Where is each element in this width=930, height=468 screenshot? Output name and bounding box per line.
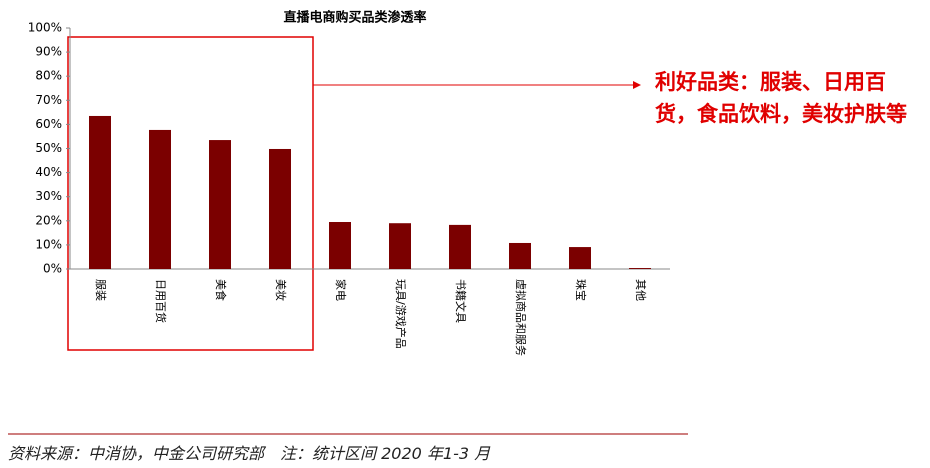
y-tick-label: 0%: [43, 262, 62, 276]
y-tick-label: 80%: [35, 69, 62, 83]
bar: [389, 223, 411, 269]
bar: [329, 222, 351, 269]
x-tick-label: 日用百货: [154, 279, 168, 323]
x-tick-label: 书籍文具: [454, 279, 468, 323]
x-tick-label: 美食: [214, 279, 228, 301]
chart-title: 直播电商购买品类渗透率: [283, 10, 426, 26]
y-tick-label: 50%: [35, 141, 62, 155]
y-tick-label: 90%: [35, 45, 62, 59]
y-tick-label: 60%: [35, 117, 62, 131]
highlight-box: [67, 36, 314, 351]
bar: [209, 140, 231, 269]
y-tick-label: 70%: [35, 93, 62, 107]
x-tick-label: 家电: [334, 279, 348, 301]
y-tick-label: 40%: [35, 165, 62, 179]
bar: [569, 247, 591, 269]
x-tick-label: 服装: [94, 279, 107, 301]
y-tick-label: 20%: [35, 213, 62, 227]
bar: [269, 148, 291, 269]
x-tick-label: 虚拟商品和服务: [514, 279, 528, 356]
x-tick-label: 珠宝: [574, 279, 588, 301]
y-tick-label: 10%: [35, 237, 62, 251]
bar: [449, 224, 471, 269]
y-tick-label: 100%: [28, 21, 62, 35]
y-tick-label: 30%: [35, 189, 62, 203]
source-note: 资料来源：中消协，中金公司研究部 注：统计区间 2020 年1-3 月: [8, 444, 491, 463]
bar: [629, 268, 651, 269]
bar: [509, 242, 531, 269]
x-tick-label: 其他: [634, 279, 647, 301]
x-tick-label: 玩具/游戏产品: [394, 279, 408, 349]
bar: [149, 129, 171, 269]
x-tick-label: 美妆: [274, 279, 287, 301]
bar: [89, 115, 111, 269]
annotation: 利好品类：服装、日用百货，食品饮料，美妆护肤等: [655, 70, 907, 126]
